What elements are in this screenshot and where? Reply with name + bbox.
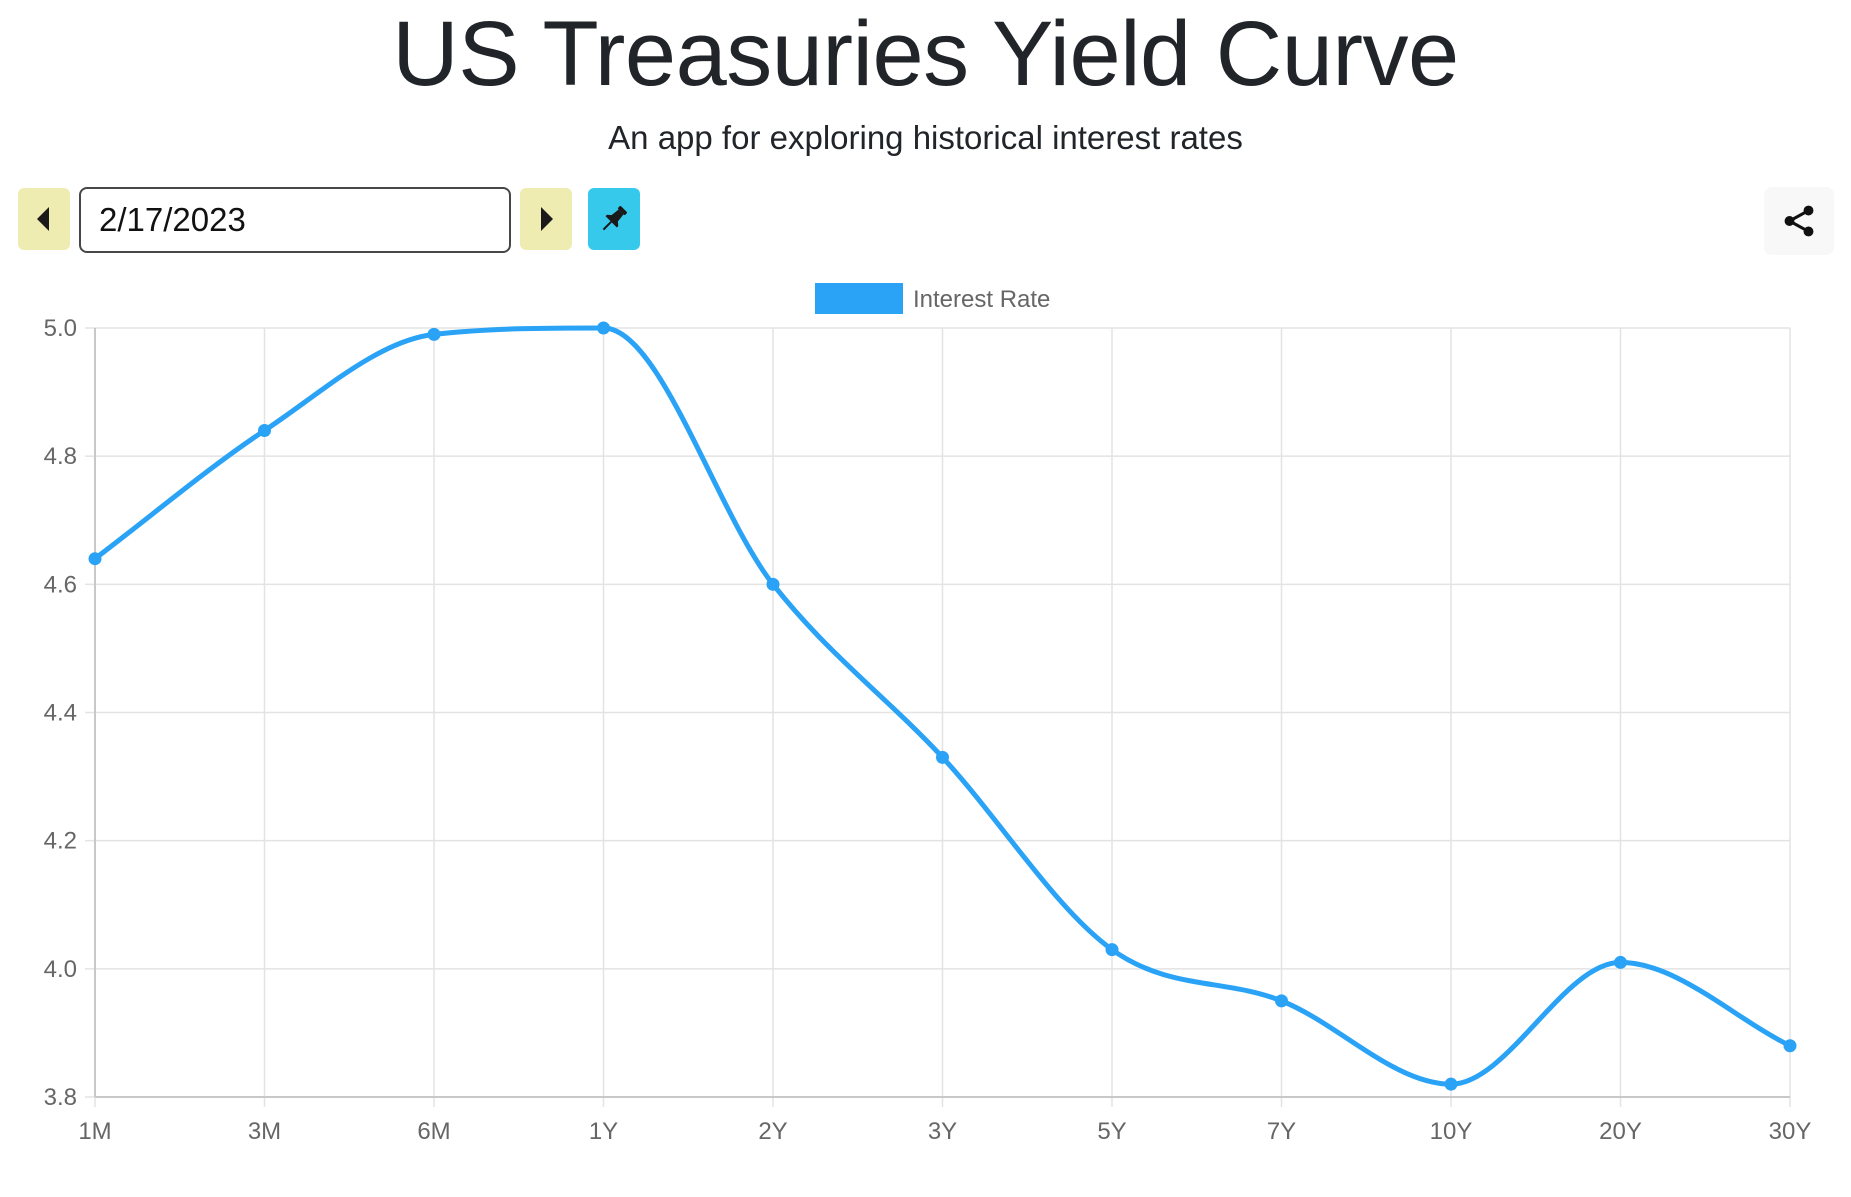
x-tick-label: 7Y — [1267, 1118, 1296, 1145]
share-icon — [1784, 205, 1814, 237]
y-tick-label: 4.4 — [44, 700, 77, 727]
y-tick-label: 4.0 — [44, 956, 77, 983]
chart-grid — [85, 327, 1791, 1107]
toolbar — [0, 187, 1851, 255]
page-title: US Treasuries Yield Curve — [392, 3, 1459, 105]
caret-left-icon — [37, 207, 49, 231]
data-point[interactable] — [1614, 955, 1627, 969]
data-point[interactable] — [427, 327, 441, 341]
caret-right-icon — [541, 207, 553, 231]
data-point[interactable] — [258, 424, 271, 438]
previous-date-button[interactable] — [18, 188, 70, 250]
data-point[interactable] — [1275, 994, 1288, 1008]
chart-legend[interactable]: Interest Rate — [815, 283, 1050, 314]
pin-icon — [602, 205, 628, 231]
pin-button[interactable] — [588, 188, 640, 250]
legend-label: Interest Rate — [913, 286, 1050, 313]
date-input[interactable] — [79, 187, 511, 253]
x-tick-label: 1M — [78, 1118, 111, 1145]
chart-series — [88, 321, 1797, 1091]
x-tick-label: 10Y — [1430, 1118, 1473, 1145]
data-point[interactable] — [1105, 943, 1119, 957]
x-tick-label: 2Y — [758, 1118, 787, 1145]
yield-curve-chart: Interest Rate 3.8 4.0 4.2 4.4 4.6 4.8 5.0 1M 3M 6… — [0, 270, 1851, 1170]
data-point[interactable] — [936, 750, 949, 764]
y-tick-label: 4.2 — [44, 828, 77, 855]
next-date-button[interactable] — [520, 188, 572, 250]
legend-swatch — [815, 283, 903, 314]
data-point[interactable] — [88, 552, 102, 566]
x-tick-label: 5Y — [1097, 1118, 1126, 1145]
share-button[interactable] — [1764, 187, 1834, 255]
x-tick-label: 20Y — [1599, 1118, 1642, 1145]
x-tick-label: 3Y — [928, 1118, 957, 1145]
page-subtitle: An app for exploring historical interest… — [608, 119, 1243, 156]
x-tick-label: 1Y — [589, 1118, 618, 1145]
y-tick-label: 4.6 — [44, 571, 77, 598]
x-tick-label: 6M — [417, 1118, 450, 1145]
data-point[interactable] — [1783, 1039, 1797, 1053]
data-point[interactable] — [766, 577, 780, 591]
data-point[interactable] — [597, 321, 610, 335]
y-tick-label: 3.8 — [44, 1084, 77, 1111]
chart-axis-labels: 3.8 4.0 4.2 4.4 4.6 4.8 5.0 1M 3M 6M 1Y 2Y 3Y 5Y 7Y 10Y… — [44, 315, 1812, 1145]
x-tick-label: 30Y — [1769, 1118, 1812, 1145]
x-tick-label: 3M — [248, 1118, 281, 1145]
y-tick-label: 5.0 — [44, 315, 77, 342]
chart-svg: Interest Rate 3.8 4.0 4.2 4.4 4.6 4.8 5.0 1M 3M 6… — [44, 283, 1812, 1145]
data-point[interactable] — [1444, 1077, 1458, 1091]
y-tick-label: 4.8 — [44, 443, 77, 470]
